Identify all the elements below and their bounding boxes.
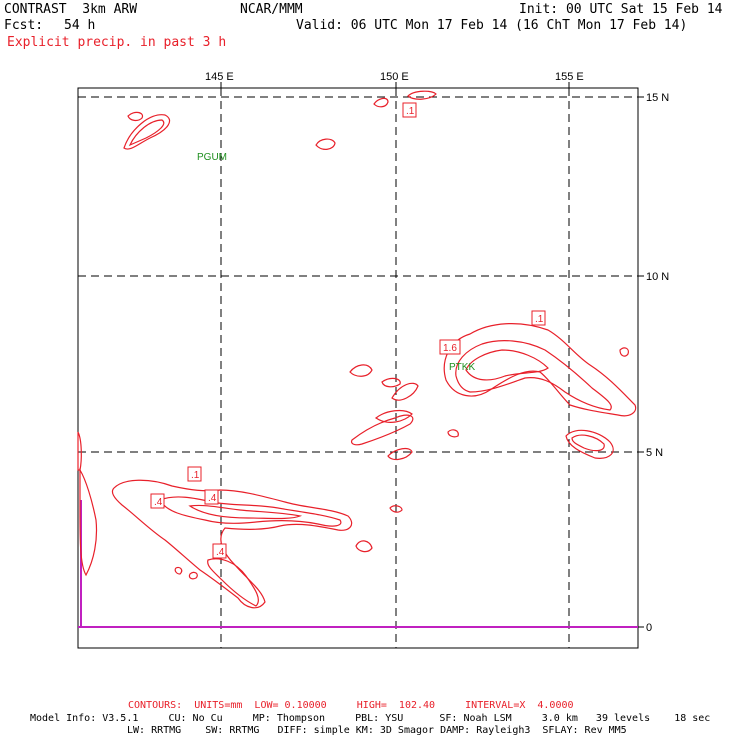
label-box-1: .1 (402, 102, 417, 118)
contour-sw-inner (188, 504, 303, 520)
org-label: NCAR/MMM (240, 2, 303, 17)
contour-sw-south (207, 558, 259, 607)
precip-contours (77, 90, 637, 609)
station-labels: PGUM PTKK (197, 152, 475, 373)
label-box-3: 1.6 (439, 339, 461, 355)
contour-sw-mid (159, 496, 342, 527)
label-box-7: .4 (212, 543, 227, 559)
lat-label-0: 0 (646, 622, 652, 634)
label-box-2: .1 (531, 310, 546, 326)
valid-time: Valid: 06 UTC Mon 17 Feb 14 (16 ChT Mon … (296, 18, 688, 33)
tick-marks (220, 82, 644, 628)
init-time: Init: 00 UTC Sat 15 Feb 14 (519, 2, 723, 17)
contour-guam-1 (123, 114, 171, 150)
label-box-5: .4 (150, 493, 165, 509)
model-title: CONTRAST 3km ARW (4, 2, 138, 17)
contour-label-6: .4 (208, 493, 217, 504)
forecast-hours: 54 h (64, 18, 96, 33)
label-box-4: .1 (187, 466, 202, 482)
contour-guam-3 (127, 111, 144, 122)
model-info-line-1: Model Info: V3.5.1 CU: No Cu MP: Thompso… (30, 713, 711, 724)
model-info-line-2: LW: RRTMG SW: RRTMG DIFF: simple KM: 3D … (127, 725, 627, 736)
contours-info: CONTOURS: UNITS=mm LOW= 0.10000 HIGH= 10… (128, 700, 574, 711)
contour-west-edge (79, 467, 98, 577)
contour-cell-1 (315, 138, 336, 150)
contour-label-5: .4 (154, 497, 163, 508)
map-frame (77, 87, 639, 649)
lat-label-15: 15 N (646, 92, 669, 104)
contour-sw-outer (111, 479, 353, 609)
contour-cell-3 (407, 90, 437, 100)
contour-label-3: 1.6 (443, 343, 457, 354)
contour-cell-2 (373, 97, 389, 108)
forecast-label: Fcst: (4, 18, 44, 33)
contour-central-1 (349, 364, 373, 377)
lon-label-155: 155 E (555, 71, 584, 83)
station-ptkk: PTKK (449, 362, 475, 373)
contour-central-3 (350, 414, 414, 446)
lon-label-145: 145 E (205, 71, 234, 83)
station-pgum: PGUM (197, 152, 227, 163)
contour-label-4: .1 (191, 470, 200, 481)
graticule (78, 88, 638, 648)
contour-east-inner (465, 349, 549, 381)
contour-central-4 (387, 447, 413, 461)
contour-labels: .1 .1 1.6 .1 .4 .4 .4 (150, 102, 546, 559)
lon-label-150: 150 E (380, 71, 409, 83)
contour-central-2 (391, 382, 419, 401)
contour-label-7: .4 (216, 547, 225, 558)
axis-labels: 145 E 150 E 155 E 15 N 10 N 5 N 0 (205, 71, 669, 634)
field-title: Explicit precip. in past 3 h (7, 35, 227, 50)
contour-label-2: .1 (535, 314, 544, 325)
lat-label-5: 5 N (646, 447, 663, 459)
contour-east-mid (455, 340, 612, 411)
contour-east-cell-2 (571, 434, 605, 452)
contour-guam-2 (128, 119, 165, 147)
lat-label-10: 10 N (646, 271, 669, 283)
contour-east-cell (565, 429, 614, 459)
contour-label-1: .1 (406, 106, 415, 117)
label-box-6: .4 (204, 489, 219, 505)
